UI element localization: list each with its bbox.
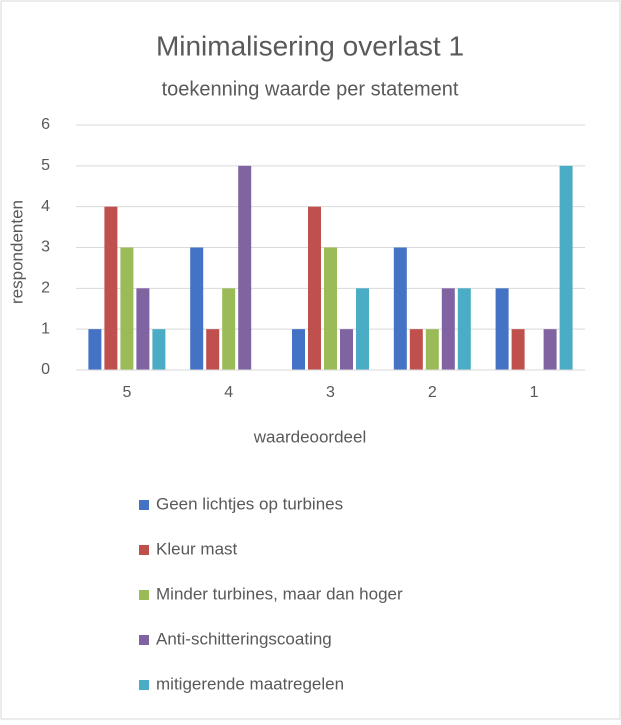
legend-label: Geen lichtjes op turbines — [156, 494, 343, 513]
x-tick-label: 1 — [530, 384, 539, 401]
legend-marker — [139, 500, 149, 510]
y-tick-label: 4 — [41, 198, 50, 215]
legend-label: Anti-schitteringscoating — [156, 629, 332, 648]
bar — [511, 329, 525, 370]
bar — [543, 329, 557, 370]
bar — [425, 329, 439, 370]
bar — [324, 247, 337, 370]
chart-subtitle: toekenning waarde per statement — [162, 78, 459, 100]
x-axis-title: waardeoordeel — [253, 427, 366, 446]
y-tick-label: 0 — [41, 361, 50, 378]
x-tick-label: 3 — [326, 384, 335, 401]
bar — [308, 206, 321, 370]
bar — [457, 288, 471, 370]
y-tick-label: 3 — [41, 239, 50, 256]
chart-title: Minimalisering overlast 1 — [156, 30, 464, 61]
legend-marker — [139, 590, 149, 600]
y-tick-label: 6 — [41, 116, 50, 133]
legend-marker — [139, 635, 149, 645]
bar — [88, 329, 102, 370]
legend-label: Minder turbines, maar dan hoger — [156, 584, 403, 603]
legend-marker — [139, 680, 149, 690]
bar — [206, 329, 220, 370]
bar — [356, 288, 369, 370]
bar — [104, 206, 118, 370]
y-tick-label: 2 — [41, 280, 50, 297]
bar — [222, 288, 236, 370]
bar — [292, 329, 305, 370]
bar — [559, 165, 573, 370]
legend-marker — [139, 545, 149, 555]
bar — [120, 247, 134, 370]
y-axis-title: respondenten — [7, 200, 26, 304]
legend-label: Kleur mast — [156, 539, 238, 558]
bar — [340, 329, 353, 370]
y-tick-label: 5 — [41, 157, 50, 174]
bar — [441, 288, 455, 370]
bar — [238, 165, 252, 370]
bar — [393, 247, 407, 370]
x-tick-label: 2 — [428, 384, 437, 401]
bar — [190, 247, 204, 370]
x-tick-label: 4 — [224, 384, 233, 401]
legend-label: mitigerende maatregelen — [156, 674, 344, 693]
y-tick-label: 1 — [41, 320, 50, 337]
bar — [409, 329, 423, 370]
bar — [152, 329, 166, 370]
bar — [136, 288, 150, 370]
bar — [495, 288, 509, 370]
x-tick-label: 5 — [122, 384, 131, 401]
